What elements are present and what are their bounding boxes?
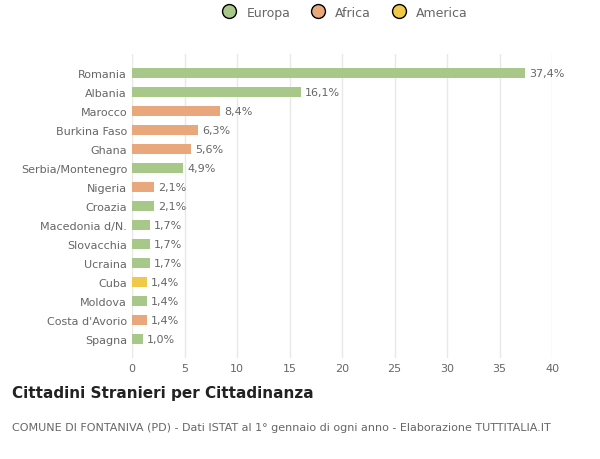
Text: 1,7%: 1,7% <box>154 220 182 230</box>
Text: 8,4%: 8,4% <box>224 107 253 117</box>
Text: 16,1%: 16,1% <box>305 88 340 98</box>
Text: 1,7%: 1,7% <box>154 258 182 269</box>
Bar <box>132 220 150 231</box>
Text: COMUNE DI FONTANIVA (PD) - Dati ISTAT al 1° gennaio di ogni anno - Elaborazione : COMUNE DI FONTANIVA (PD) - Dati ISTAT al… <box>12 422 551 432</box>
Bar <box>132 145 191 155</box>
Text: 1,4%: 1,4% <box>151 315 179 325</box>
Text: Cittadini Stranieri per Cittadinanza: Cittadini Stranieri per Cittadinanza <box>12 386 314 401</box>
Text: 2,1%: 2,1% <box>158 183 187 193</box>
Bar <box>132 258 150 269</box>
Text: 1,4%: 1,4% <box>151 277 179 287</box>
Text: 4,9%: 4,9% <box>188 164 216 174</box>
Text: 1,7%: 1,7% <box>154 240 182 249</box>
Bar <box>132 202 154 212</box>
Bar <box>132 334 143 344</box>
Bar <box>132 126 198 136</box>
Text: 2,1%: 2,1% <box>158 202 187 212</box>
Bar <box>132 163 184 174</box>
Bar <box>132 69 525 79</box>
Bar <box>132 296 146 307</box>
Text: 5,6%: 5,6% <box>195 145 223 155</box>
Bar <box>132 106 220 117</box>
Bar <box>132 315 146 325</box>
Bar <box>132 277 146 287</box>
Legend: Europa, Africa, America: Europa, Africa, America <box>216 7 468 20</box>
Text: 1,4%: 1,4% <box>151 296 179 306</box>
Bar <box>132 182 154 193</box>
Text: 6,3%: 6,3% <box>202 126 230 136</box>
Text: 1,0%: 1,0% <box>146 334 175 344</box>
Text: 37,4%: 37,4% <box>529 69 564 79</box>
Bar <box>132 239 150 250</box>
Bar <box>132 88 301 98</box>
